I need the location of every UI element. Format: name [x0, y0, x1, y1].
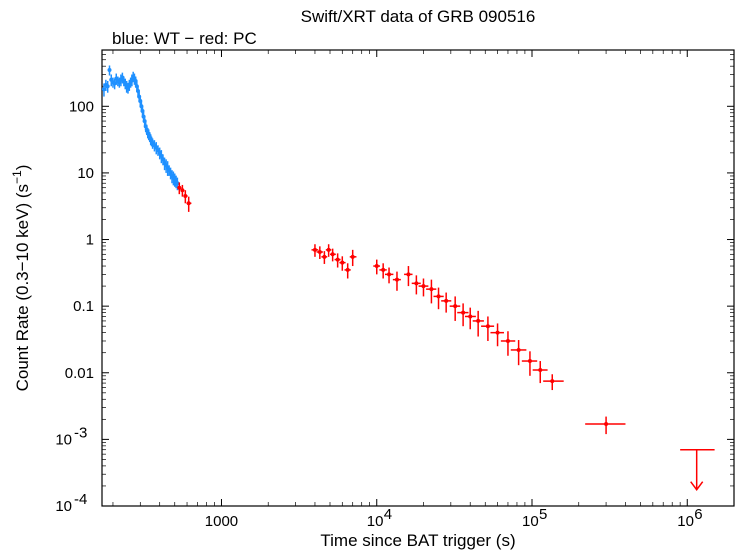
svg-text:10: 10	[677, 513, 694, 530]
svg-text:Count Rate (0.3−10 keV) (s−1): Count Rate (0.3−10 keV) (s−1)	[10, 165, 32, 392]
pc-point	[517, 348, 521, 352]
chart-subtitle: blue: WT − red: PC	[112, 29, 257, 48]
svg-text:10: 10	[522, 513, 539, 530]
svg-text:10: 10	[55, 431, 72, 448]
ytick-label: 10-3	[55, 424, 87, 448]
pc-point	[381, 268, 385, 272]
pc-point	[313, 248, 317, 252]
svg-text:4: 4	[384, 506, 392, 523]
pc-point	[395, 278, 399, 282]
plot-area	[102, 65, 715, 489]
pc-point	[550, 379, 554, 383]
pc-point	[506, 339, 510, 343]
pc-point	[340, 261, 344, 265]
xtick-label: 106	[677, 506, 702, 530]
pc-point	[437, 294, 441, 298]
pc-point	[180, 188, 184, 192]
pc-point	[476, 319, 480, 323]
pc-point	[468, 314, 472, 318]
pc-point	[375, 264, 379, 268]
pc-point	[331, 252, 335, 256]
pc-point	[387, 272, 391, 276]
wt-point	[107, 68, 111, 72]
pc-point	[461, 311, 465, 315]
ytick-label: 0.01	[65, 365, 94, 382]
pc-point	[414, 281, 418, 285]
xrt-lightcurve-plot: 100010410510610-410-30.010.1110100Time s…	[0, 0, 746, 558]
wt-point	[106, 84, 110, 88]
pc-point	[453, 304, 457, 308]
pc-point	[538, 368, 542, 372]
ytick-label: 10-4	[55, 491, 87, 515]
pc-point	[421, 284, 425, 288]
xlabel: Time since BAT trigger (s)	[320, 531, 515, 550]
pc-point	[322, 255, 326, 259]
pc-point	[351, 255, 355, 259]
pc-point	[336, 258, 340, 262]
chart-container: 100010410510610-410-30.010.1110100Time s…	[0, 0, 746, 558]
pc-point	[528, 359, 532, 363]
svg-text:10: 10	[367, 513, 384, 530]
ytick-label: 100	[69, 98, 94, 115]
xtick-label: 105	[522, 506, 547, 530]
plot-frame	[102, 50, 734, 506]
ytick-label: 1	[86, 232, 94, 249]
ylabel: Count Rate (0.3−10 keV) (s−1)	[10, 165, 32, 392]
svg-text:-3: -3	[74, 424, 87, 441]
ytick-label: 10	[77, 165, 94, 182]
pc-point	[444, 299, 448, 303]
pc-point	[604, 422, 608, 426]
pc-point	[406, 272, 410, 276]
svg-text:5: 5	[539, 506, 547, 523]
pc-point	[346, 268, 350, 272]
svg-text:6: 6	[694, 506, 702, 523]
pc-point	[183, 194, 187, 198]
pc-point	[187, 201, 191, 205]
chart-title: Swift/XRT data of GRB 090516	[301, 7, 536, 26]
xtick-label: 1000	[205, 513, 238, 530]
pc-point	[327, 248, 331, 252]
svg-text:10: 10	[55, 498, 72, 515]
xtick-label: 104	[367, 506, 392, 530]
ytick-label: 0.1	[73, 298, 94, 315]
pc-point	[496, 331, 500, 335]
pc-point	[177, 186, 181, 190]
pc-point	[429, 287, 433, 291]
pc-point	[486, 324, 490, 328]
pc-point	[318, 250, 322, 254]
svg-text:-4: -4	[74, 491, 87, 508]
